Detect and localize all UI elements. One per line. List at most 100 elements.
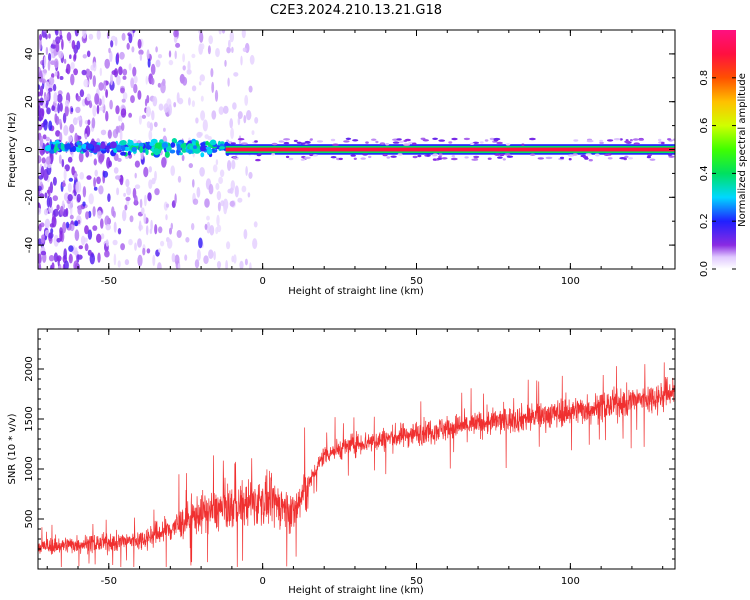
- noise-blob: [119, 51, 125, 60]
- sidelobe: [603, 153, 610, 156]
- noise-blob: [152, 96, 158, 107]
- noise-blob: [100, 218, 104, 229]
- spectrogram-panel: -50 0 50 100 -40 -20 0 20 40 Height of straight…: [7, 29, 676, 297]
- noise-blob: [214, 89, 219, 102]
- line-blob: [219, 146, 226, 150]
- noise-blob: [105, 224, 111, 231]
- sidelobe: [432, 153, 439, 156]
- noise-blob: [158, 226, 163, 234]
- noise-blob: [137, 238, 142, 248]
- noise-blob: [38, 238, 42, 245]
- noise-blob: [86, 50, 91, 58]
- noise-blob: [174, 50, 177, 60]
- noise-blob: [40, 148, 44, 156]
- noise-blob: [154, 188, 160, 196]
- noise-blob: [120, 243, 125, 251]
- noise-blob: [111, 206, 115, 217]
- line-blob: [154, 142, 161, 150]
- noise-blob: [113, 167, 119, 174]
- colorbar-tick-label: 0.2: [699, 213, 710, 229]
- sidelobe: [300, 158, 305, 161]
- noise-blob: [224, 59, 227, 67]
- line-blob: [179, 152, 183, 156]
- noise-blob: [122, 92, 128, 100]
- figure-title: C2E3.2024.210.13.21.G18: [270, 3, 442, 18]
- noise-blob: [92, 61, 97, 72]
- noise-blob: [46, 189, 50, 194]
- noise-blob: [157, 54, 163, 59]
- noise-blob: [174, 254, 180, 265]
- sidelobe: [438, 139, 446, 142]
- noise-blob: [99, 106, 104, 111]
- noise-blob: [104, 58, 110, 69]
- noise-blob: [105, 89, 108, 98]
- noise-blob: [218, 176, 224, 184]
- x-tick-label: 0: [259, 276, 265, 287]
- noise-blob: [73, 52, 77, 60]
- sidelobe: [379, 142, 386, 145]
- noise-blob: [87, 249, 92, 256]
- noise-blob: [196, 249, 201, 261]
- line-blob: [127, 139, 131, 143]
- sidelobe: [638, 138, 644, 141]
- sidelobe: [632, 138, 639, 141]
- noise-blob: [188, 97, 191, 106]
- line-blob: [121, 145, 126, 152]
- noise-blob: [143, 166, 149, 178]
- noise-blob: [226, 46, 231, 54]
- sidelobe: [672, 138, 675, 141]
- spectrogram-x-label: Height of straight line (km): [288, 286, 424, 297]
- x-tick-label: -50: [101, 276, 117, 287]
- noise-blob: [226, 241, 231, 250]
- strong-line-core: [225, 147, 675, 152]
- sidelobe: [584, 157, 589, 160]
- noise-blob: [65, 221, 70, 229]
- noise-blob: [208, 183, 214, 195]
- noise-blob: [203, 255, 209, 264]
- noise-blob: [146, 49, 150, 60]
- noise-blob: [69, 54, 72, 59]
- colorbar: 0.0 0.2 0.4 0.6 0.8 Normalized spectral ampl…: [699, 30, 748, 277]
- noise-blob: [182, 76, 188, 86]
- noise-blob: [244, 94, 249, 106]
- noise-blob: [198, 81, 202, 86]
- sidelobe: [330, 156, 337, 159]
- sidelobe: [502, 158, 506, 161]
- noise-blob: [68, 245, 74, 253]
- noise-blob: [68, 177, 74, 182]
- noise-blob: [173, 102, 177, 108]
- noise-blob: [204, 198, 210, 208]
- noise-blob: [77, 205, 82, 215]
- noise-blob: [86, 175, 92, 180]
- noise-blob: [191, 85, 197, 92]
- noise-blob: [107, 129, 112, 139]
- noise-blob: [125, 196, 131, 202]
- sidelobe: [306, 141, 311, 144]
- sidelobe: [473, 155, 480, 159]
- sidelobe: [585, 153, 592, 156]
- noise-blob: [79, 89, 85, 98]
- noise-blob: [109, 99, 113, 110]
- noise-blob: [186, 69, 192, 75]
- y-tick-label: 20: [24, 95, 35, 108]
- noise-blob: [139, 198, 143, 209]
- noise-blob: [158, 248, 162, 253]
- x-tick-label: 0: [259, 576, 265, 587]
- noise-blob: [227, 77, 230, 87]
- line-blob: [139, 146, 144, 153]
- noise-blob: [251, 130, 255, 136]
- noise-blob: [51, 216, 57, 228]
- noise-blob: [108, 47, 111, 54]
- sidelobe: [408, 141, 414, 145]
- noise-blob: [66, 63, 71, 75]
- noise-blob: [248, 171, 253, 179]
- noise-blob: [243, 115, 247, 124]
- noise-blob: [229, 200, 235, 207]
- noise-blob: [160, 81, 166, 94]
- y-tick-label: 40: [24, 48, 35, 61]
- noise-blob: [196, 131, 202, 138]
- noise-blob: [81, 69, 87, 76]
- noise-blob: [218, 30, 222, 35]
- line-blob: [200, 145, 206, 152]
- noise-blob: [223, 105, 229, 114]
